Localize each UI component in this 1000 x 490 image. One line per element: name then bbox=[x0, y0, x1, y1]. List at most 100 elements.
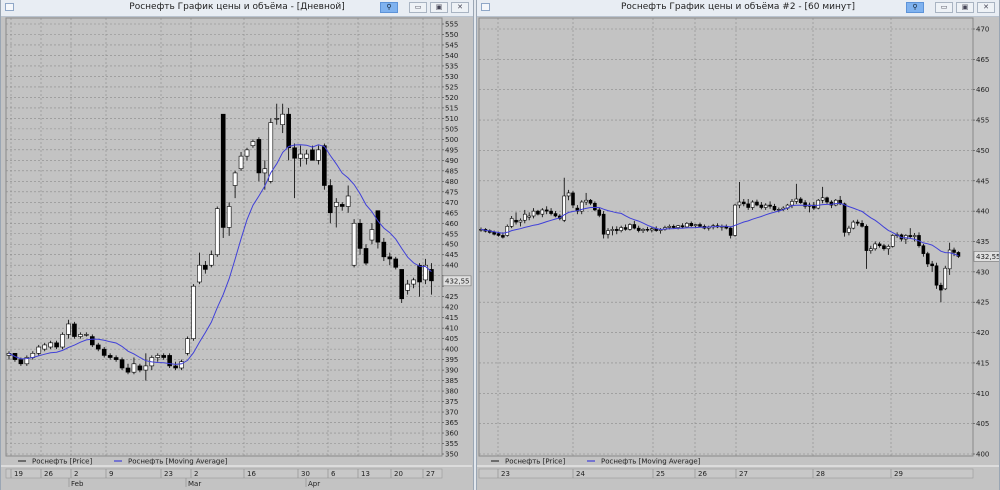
date-label: 25 bbox=[656, 470, 665, 478]
y-tick-label: 370 bbox=[445, 409, 458, 417]
daily-price-chart[interactable]: 350 355 360 365 370 375 380 385 390 395 400 405 410 4… bbox=[1, 17, 473, 490]
candle bbox=[750, 201, 755, 208]
window-title: Роснефть График цены и объёма #2 - [60 м… bbox=[621, 2, 855, 12]
y-tick-label: 530 bbox=[445, 73, 458, 81]
pin-button[interactable]: ⚲ bbox=[380, 2, 398, 13]
candle bbox=[584, 199, 588, 203]
candle bbox=[579, 201, 584, 212]
candle bbox=[553, 213, 558, 217]
candle bbox=[593, 202, 597, 211]
y-tick-label: 420 bbox=[445, 304, 458, 312]
y-tick-label: 445 bbox=[976, 177, 989, 185]
candle bbox=[623, 227, 628, 230]
candle bbox=[746, 203, 750, 208]
hourly-price-chart[interactable]: 400 405 410 415 420 425 430 435 440 445 450 455 460 4… bbox=[477, 17, 999, 490]
close-button[interactable]: ✕ bbox=[451, 2, 469, 13]
y-tick-label: 400 bbox=[976, 451, 989, 459]
legend-price-label: Роснефть [Price] bbox=[32, 458, 92, 466]
maximize-button[interactable]: ▣ bbox=[956, 2, 974, 13]
candle bbox=[790, 201, 794, 206]
candle bbox=[908, 235, 913, 237]
candle bbox=[952, 249, 956, 253]
hourly-chart-window: Роснефть График цены и объёма #2 - [60 м… bbox=[476, 0, 1000, 490]
candle bbox=[203, 264, 208, 270]
candle bbox=[84, 334, 89, 336]
legend-ma-label: Роснефть [Moving Average] bbox=[128, 458, 228, 466]
title-bar[interactable]: Роснефть График цены и объёма - [Дневной… bbox=[1, 0, 473, 17]
candle bbox=[733, 204, 737, 236]
candle bbox=[505, 226, 510, 236]
candle bbox=[24, 357, 30, 365]
candle bbox=[423, 264, 428, 281]
y-tick-label: 405 bbox=[445, 335, 458, 343]
candle bbox=[209, 254, 214, 266]
candle bbox=[298, 153, 303, 159]
date-label: 16 bbox=[247, 470, 256, 478]
y-tick-label: 515 bbox=[445, 104, 458, 112]
title-bar[interactable]: Роснефть График цены и объёма #2 - [60 м… bbox=[477, 0, 999, 17]
candle bbox=[214, 208, 220, 256]
minimize-button[interactable]: ▭ bbox=[409, 2, 427, 13]
y-tick-label: 505 bbox=[445, 125, 458, 133]
minimize-button[interactable]: ▭ bbox=[935, 2, 953, 13]
y-tick-label: 460 bbox=[976, 86, 989, 94]
y-tick-label: 435 bbox=[976, 238, 989, 246]
plot-area bbox=[5, 17, 443, 457]
candle bbox=[417, 264, 422, 283]
date-axis bbox=[5, 468, 443, 479]
maximize-button[interactable]: ▣ bbox=[430, 2, 448, 13]
candle bbox=[375, 210, 381, 243]
y-tick-label: 425 bbox=[976, 299, 989, 307]
y-tick-label: 545 bbox=[445, 41, 458, 49]
date-label: 26 bbox=[698, 470, 707, 478]
candle bbox=[890, 235, 895, 247]
date-label: 19 bbox=[14, 470, 23, 478]
y-tick-label: 550 bbox=[445, 31, 458, 39]
candle bbox=[18, 359, 24, 365]
window-menu-icon[interactable] bbox=[5, 3, 14, 11]
candle bbox=[286, 113, 291, 149]
y-tick-label: 420 bbox=[976, 329, 989, 337]
date-label: 27 bbox=[426, 470, 435, 478]
candle bbox=[671, 226, 676, 228]
last-price-tag bbox=[442, 275, 472, 287]
candle bbox=[873, 243, 878, 250]
pin-button[interactable]: ⚲ bbox=[906, 2, 924, 13]
candle bbox=[101, 348, 107, 356]
y-tick-label: 490 bbox=[445, 157, 458, 165]
candle bbox=[820, 197, 825, 201]
candle bbox=[411, 279, 416, 285]
candle bbox=[956, 252, 961, 257]
candle bbox=[531, 210, 536, 217]
candle bbox=[886, 246, 891, 250]
candle bbox=[925, 253, 930, 265]
close-button[interactable]: ✕ bbox=[977, 2, 995, 13]
y-tick-label: 360 bbox=[445, 430, 458, 438]
candle bbox=[833, 199, 838, 206]
candle bbox=[943, 267, 948, 290]
y-tick-label: 460 bbox=[445, 220, 458, 228]
candle bbox=[48, 342, 53, 348]
candle bbox=[179, 361, 184, 369]
date-axis bbox=[478, 468, 974, 479]
candle bbox=[95, 344, 101, 350]
legend-price-label: Роснефть [Price] bbox=[505, 458, 565, 466]
candle bbox=[518, 219, 523, 223]
window-menu-icon[interactable] bbox=[481, 3, 490, 11]
candle bbox=[930, 263, 934, 267]
candle bbox=[316, 149, 321, 161]
candle bbox=[381, 241, 387, 258]
candle bbox=[522, 213, 527, 221]
y-tick-label: 525 bbox=[445, 83, 458, 91]
candle bbox=[405, 283, 410, 291]
candle bbox=[610, 229, 615, 231]
candle bbox=[119, 359, 125, 369]
candle bbox=[772, 205, 777, 211]
candle bbox=[501, 235, 505, 238]
candle bbox=[540, 209, 545, 215]
candle bbox=[304, 153, 309, 159]
moving-average-line bbox=[480, 202, 959, 257]
candle bbox=[855, 221, 860, 224]
y-tick-label: 450 bbox=[445, 241, 458, 249]
y-tick-label: 440 bbox=[976, 208, 989, 216]
